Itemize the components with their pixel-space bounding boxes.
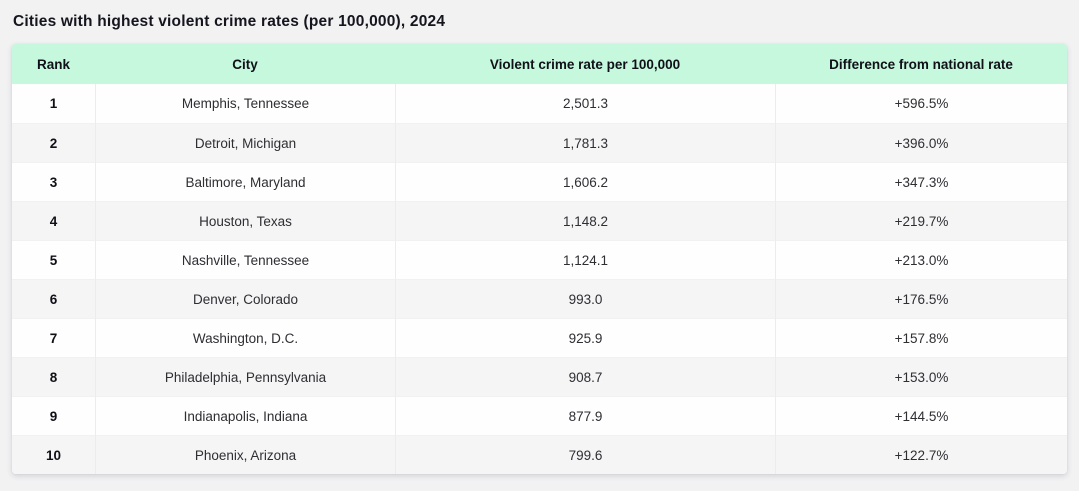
city-cell: Indianapolis, Indiana	[95, 396, 395, 435]
difference-cell: +219.7%	[775, 201, 1067, 240]
table-row: 4 Houston, Texas 1,148.2 +219.7%	[12, 201, 1067, 240]
rank-cell: 2	[12, 123, 95, 162]
rate-cell: 1,606.2	[395, 162, 775, 201]
table-row: 1 Memphis, Tennessee 2,501.3 +596.5%	[12, 84, 1067, 123]
table-row: 7 Washington, D.C. 925.9 +157.8%	[12, 318, 1067, 357]
table-row: 10 Phoenix, Arizona 799.6 +122.7%	[12, 435, 1067, 474]
table-row: 3 Baltimore, Maryland 1,606.2 +347.3%	[12, 162, 1067, 201]
city-cell: Houston, Texas	[95, 201, 395, 240]
city-cell: Baltimore, Maryland	[95, 162, 395, 201]
rank-cell: 3	[12, 162, 95, 201]
city-cell: Phoenix, Arizona	[95, 435, 395, 474]
page-title: Cities with highest violent crime rates …	[13, 13, 446, 30]
rate-cell: 799.6	[395, 435, 775, 474]
difference-cell: +122.7%	[775, 435, 1067, 474]
rate-cell: 993.0	[395, 279, 775, 318]
city-cell: Detroit, Michigan	[95, 123, 395, 162]
rate-cell: 908.7	[395, 357, 775, 396]
difference-cell: +596.5%	[775, 84, 1067, 123]
rate-cell: 925.9	[395, 318, 775, 357]
difference-cell: +347.3%	[775, 162, 1067, 201]
column-header-rate: Violent crime rate per 100,000	[395, 44, 775, 84]
column-header-difference: Difference from national rate	[775, 44, 1067, 84]
rank-cell: 8	[12, 357, 95, 396]
rank-cell: 9	[12, 396, 95, 435]
city-cell: Memphis, Tennessee	[95, 84, 395, 123]
city-cell: Washington, D.C.	[95, 318, 395, 357]
difference-cell: +176.5%	[775, 279, 1067, 318]
rank-cell: 6	[12, 279, 95, 318]
table-row: 6 Denver, Colorado 993.0 +176.5%	[12, 279, 1067, 318]
rate-cell: 2,501.3	[395, 84, 775, 123]
rate-cell: 1,124.1	[395, 240, 775, 279]
city-cell: Philadelphia, Pennsylvania	[95, 357, 395, 396]
difference-cell: +213.0%	[775, 240, 1067, 279]
table-body: 1 Memphis, Tennessee 2,501.3 +596.5% 2 D…	[12, 84, 1067, 474]
table-row: 2 Detroit, Michigan 1,781.3 +396.0%	[12, 123, 1067, 162]
city-cell: Nashville, Tennessee	[95, 240, 395, 279]
crime-rate-table-card: Rank City Violent crime rate per 100,000…	[12, 44, 1067, 474]
rank-cell: 5	[12, 240, 95, 279]
column-header-city: City	[95, 44, 395, 84]
crime-rate-table: Rank City Violent crime rate per 100,000…	[12, 44, 1067, 474]
rate-cell: 1,781.3	[395, 123, 775, 162]
column-header-rank: Rank	[12, 44, 95, 84]
rate-cell: 1,148.2	[395, 201, 775, 240]
table-header: Rank City Violent crime rate per 100,000…	[12, 44, 1067, 84]
table-row: 9 Indianapolis, Indiana 877.9 +144.5%	[12, 396, 1067, 435]
header-row: Rank City Violent crime rate per 100,000…	[12, 44, 1067, 84]
rank-cell: 7	[12, 318, 95, 357]
difference-cell: +144.5%	[775, 396, 1067, 435]
table-row: 5 Nashville, Tennessee 1,124.1 +213.0%	[12, 240, 1067, 279]
rate-cell: 877.9	[395, 396, 775, 435]
rank-cell: 1	[12, 84, 95, 123]
difference-cell: +153.0%	[775, 357, 1067, 396]
difference-cell: +396.0%	[775, 123, 1067, 162]
table-row: 8 Philadelphia, Pennsylvania 908.7 +153.…	[12, 357, 1067, 396]
city-cell: Denver, Colorado	[95, 279, 395, 318]
rank-cell: 4	[12, 201, 95, 240]
difference-cell: +157.8%	[775, 318, 1067, 357]
rank-cell: 10	[12, 435, 95, 474]
